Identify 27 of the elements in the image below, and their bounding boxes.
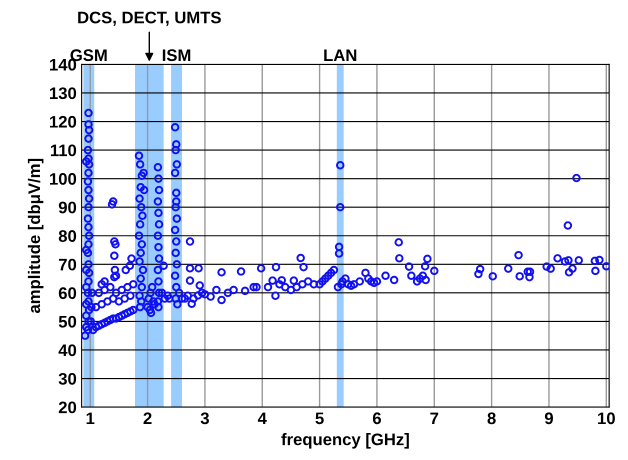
y-tick-label: 50 [58, 316, 76, 328]
y-tick-label: 70 [58, 258, 76, 271]
x-tick-label: 3 [200, 412, 209, 424]
band-label: DCS, DECT, UMTS [78, 12, 221, 26]
y-axis-title: amplitude [dbμV/m] [28, 158, 44, 314]
y-tick-label: 20 [58, 402, 76, 414]
x-axis-title: frequency [GHz] [281, 433, 409, 449]
y-tick-label: 90 [58, 202, 76, 214]
y-tick-label: 110 [50, 144, 76, 156]
y-tick-label: 130 [50, 87, 76, 100]
x-tick-label: 8 [488, 412, 496, 424]
x-tick-label: 9 [544, 412, 553, 424]
y-tick-label: 120 [50, 116, 76, 128]
x-tick-label: 7 [430, 412, 438, 424]
y-tick-label: 80 [58, 230, 76, 242]
x-tick-label: 5 [315, 412, 324, 424]
x-tick-label: 2 [144, 412, 152, 424]
y-tick-label: 40 [58, 344, 76, 356]
x-tick-label: 10 [598, 412, 615, 424]
band-label: ISM [162, 49, 190, 62]
x-tick-label: 1 [86, 412, 94, 424]
x-tick-label: 4 [258, 412, 267, 424]
band-label: LAN [324, 49, 356, 61]
x-tick-label: 6 [372, 412, 381, 424]
y-tick-label: 100 [50, 173, 76, 185]
y-tick-label: 60 [58, 287, 76, 300]
y-tick-label: 30 [58, 372, 76, 385]
